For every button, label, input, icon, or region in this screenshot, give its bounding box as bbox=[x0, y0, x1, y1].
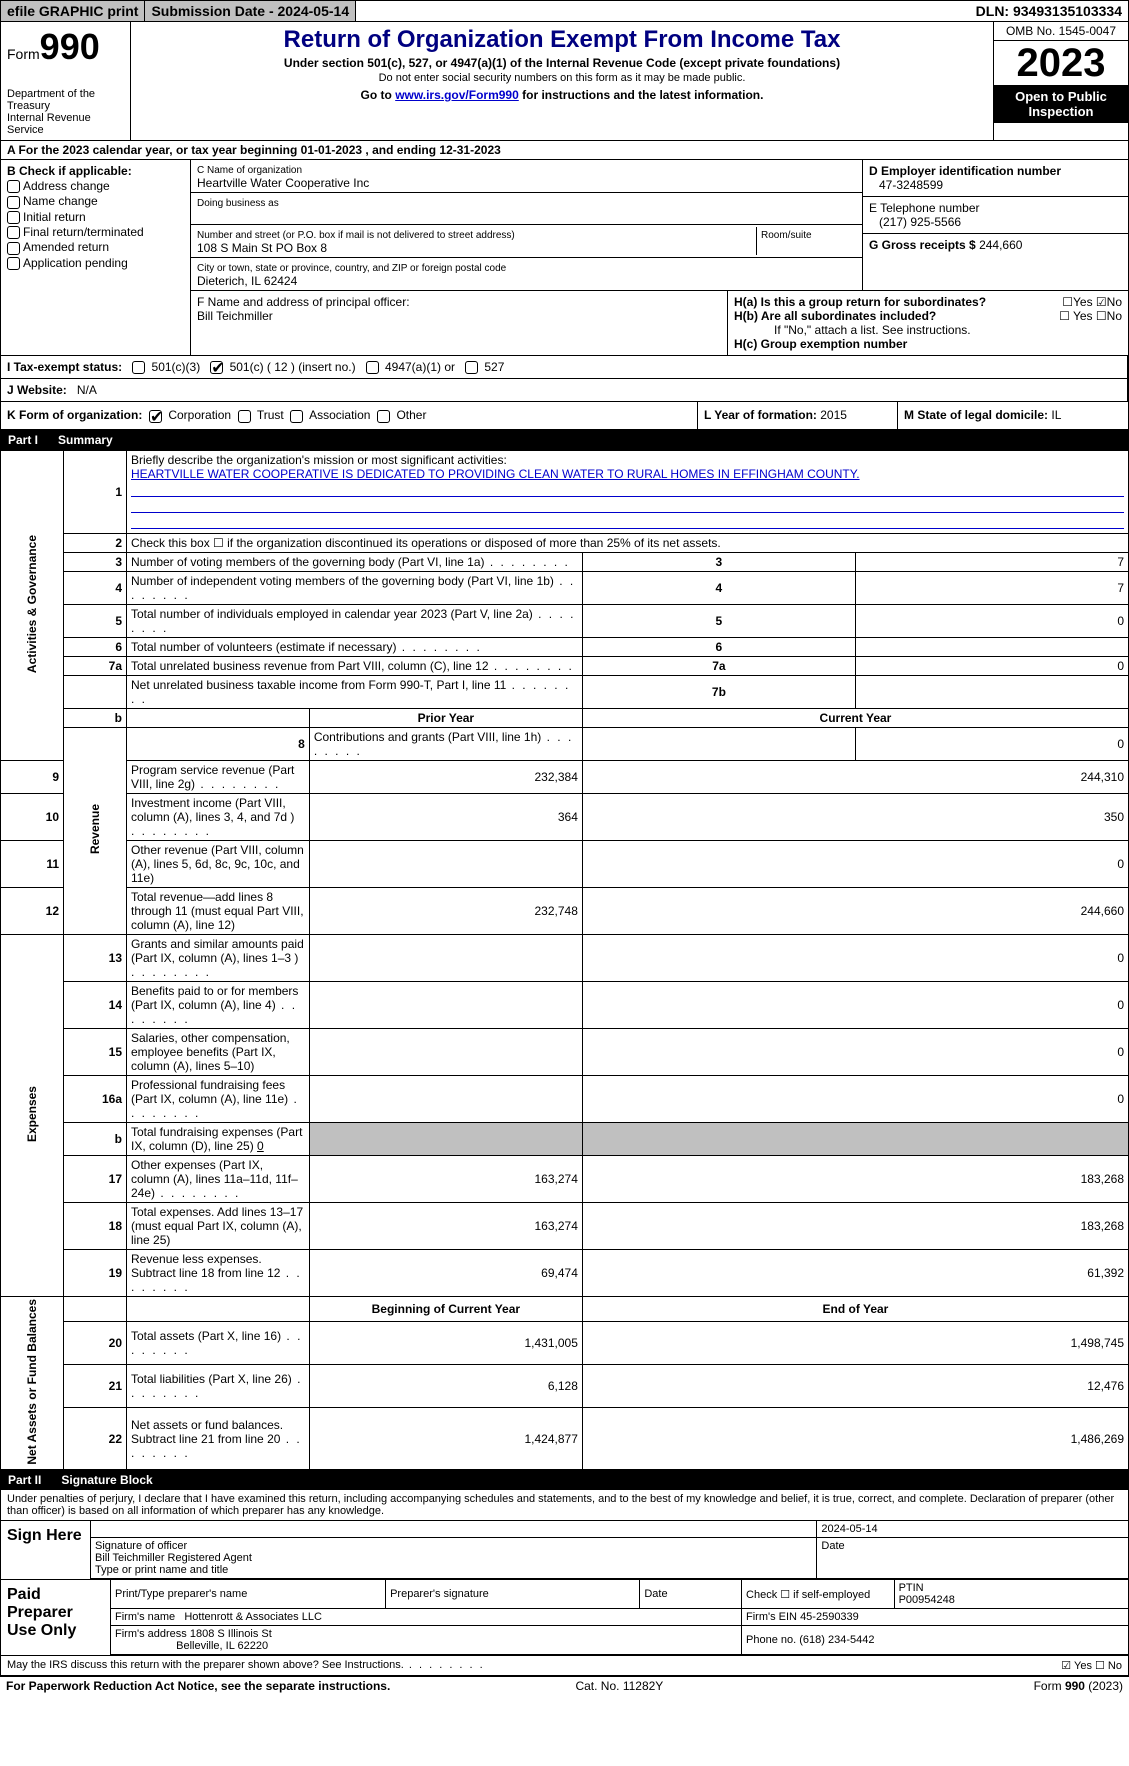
efile-label[interactable]: efile GRAPHIC print bbox=[1, 1, 145, 21]
chk-app-pending[interactable]: Application pending bbox=[23, 256, 128, 270]
tab-activities-governance: Activities & Governance bbox=[25, 535, 39, 673]
form-header: Form990 Department of the Treasury Inter… bbox=[0, 22, 1129, 141]
open-to-public: Open to Public Inspection bbox=[994, 85, 1128, 123]
row-m-state: M State of legal domicile: IL bbox=[898, 402, 1128, 428]
form-subtitle-2: Do not enter social security numbers on … bbox=[139, 72, 985, 84]
chk-amended[interactable]: Amended return bbox=[23, 240, 109, 254]
form-word: Form bbox=[7, 46, 40, 62]
box-g: G Gross receipts $ 244,660 bbox=[863, 234, 1128, 256]
org-name: Heartville Water Cooperative Inc bbox=[197, 176, 369, 190]
chk-name-change[interactable]: Name change bbox=[23, 194, 98, 208]
box-f: F Name and address of principal officer:… bbox=[191, 291, 728, 355]
org-city: Dieterich, IL 62424 bbox=[197, 274, 297, 288]
paid-preparer-label: Paid Preparer Use Only bbox=[1, 1580, 111, 1655]
form-title: Return of Organization Exempt From Incom… bbox=[139, 26, 985, 54]
tab-revenue: Revenue bbox=[88, 804, 102, 854]
top-bar: efile GRAPHIC print Submission Date - 20… bbox=[0, 0, 1129, 22]
row-k-form-org: K Form of organization: Corporation Trus… bbox=[1, 402, 698, 428]
discuss-answer: ☑ Yes ☐ No bbox=[1061, 1659, 1122, 1672]
dln: DLN: 93493135103334 bbox=[970, 1, 1128, 21]
part2-header: Part IISignature Block bbox=[0, 1470, 1129, 1490]
row-j-website: J Website: N/A bbox=[1, 379, 1128, 401]
row-l-year: L Year of formation: 2015 bbox=[698, 402, 898, 428]
box-h: H(a) Is this a group return for subordin… bbox=[728, 291, 1128, 355]
firm-name: Hottenrott & Associates LLC bbox=[184, 1611, 322, 1623]
discuss-question: May the IRS discuss this return with the… bbox=[7, 1659, 485, 1672]
form-subtitle-1: Under section 501(c), 527, or 4947(a)(1)… bbox=[139, 56, 985, 70]
submission-date: Submission Date - 2024-05-14 bbox=[145, 1, 356, 21]
box-c: C Name of organizationHeartville Water C… bbox=[191, 160, 863, 290]
summary-table: Activities & Governance 1 Briefly descri… bbox=[0, 450, 1129, 1471]
sign-here-label: Sign Here bbox=[1, 1521, 91, 1579]
dept-treasury: Department of the Treasury Internal Reve… bbox=[7, 88, 124, 136]
page-footer: For Paperwork Reduction Act Notice, see … bbox=[0, 1676, 1129, 1695]
chk-final-return[interactable]: Final return/terminated bbox=[23, 225, 144, 239]
form-number: 990 bbox=[40, 26, 100, 67]
part1-header: Part ISummary bbox=[0, 430, 1129, 450]
block-bcdefgh: B Check if applicable: Address change Na… bbox=[0, 160, 1129, 356]
irs-link[interactable]: www.irs.gov/Form990 bbox=[395, 88, 519, 102]
org-address: 108 S Main St PO Box 8 bbox=[197, 241, 327, 255]
row-i-tax-status: I Tax-exempt status: 501(c)(3) 501(c) ( … bbox=[1, 356, 1128, 378]
tab-expenses: Expenses bbox=[25, 1086, 39, 1142]
tax-year: 2023 bbox=[994, 41, 1128, 85]
officer-name: Bill Teichmiller Registered Agent bbox=[95, 1552, 252, 1564]
sig-declaration: Under penalties of perjury, I declare th… bbox=[1, 1490, 1128, 1521]
form-goto: Go to www.irs.gov/Form990 for instructio… bbox=[139, 88, 985, 102]
omb-number: OMB No. 1545-0047 bbox=[994, 22, 1128, 41]
box-b: B Check if applicable: Address change Na… bbox=[1, 160, 191, 355]
mission-text: HEARTVILLE WATER COOPERATIVE IS DEDICATE… bbox=[131, 467, 860, 481]
signature-block: Under penalties of perjury, I declare th… bbox=[0, 1490, 1129, 1676]
row-a-tax-year: A For the 2023 calendar year, or tax yea… bbox=[0, 141, 1129, 160]
box-e: E Telephone number(217) 925-5566 bbox=[863, 197, 1128, 234]
tab-net-assets: Net Assets or Fund Balances bbox=[25, 1299, 39, 1465]
chk-initial-return[interactable]: Initial return bbox=[23, 210, 86, 224]
box-d: D Employer identification number47-32485… bbox=[863, 160, 1128, 197]
chk-address-change[interactable]: Address change bbox=[23, 179, 110, 193]
